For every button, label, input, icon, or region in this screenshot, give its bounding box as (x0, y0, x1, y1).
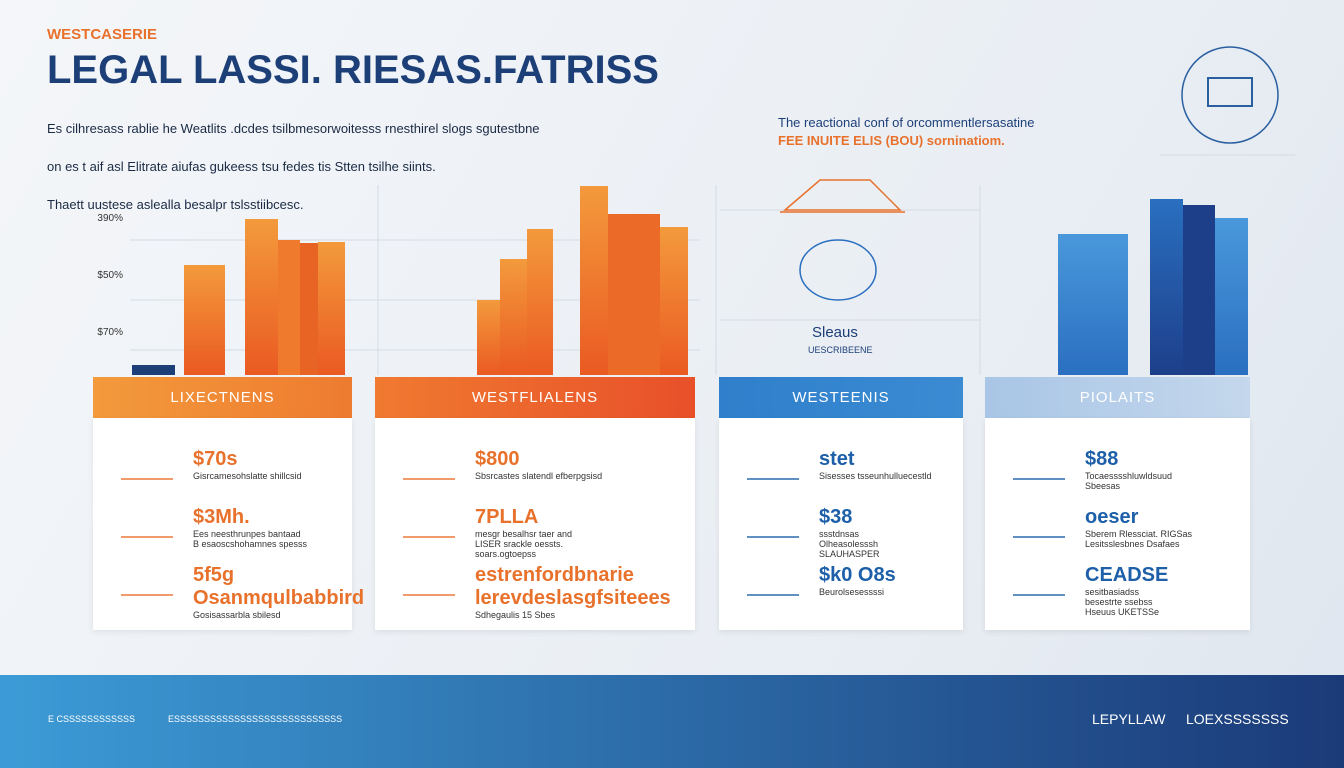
item-value: $3Mh. (193, 506, 250, 528)
axis-label: $70% (97, 326, 123, 338)
icon (1013, 564, 1065, 596)
item-value: $88 (1085, 448, 1119, 470)
item: $k0 O8s Beurolsesessssi (819, 564, 969, 597)
icon (747, 564, 799, 596)
panel: stet Sisesses tsseunhulluecestld $38 ssstdn… (719, 418, 963, 630)
item-caption: mesgr besalhsr taer and LISER srackle oe… (475, 529, 573, 559)
item: $38 ssstdnsas Olheasolesssh SLAUHASPER (819, 506, 969, 559)
kicker: WESTCASERIE (47, 26, 158, 43)
panel: $70s Gisrcamesohslatte shillcsid $3Mh. Ees … (93, 418, 365, 630)
icon (747, 506, 799, 538)
item: $3Mh. Ees neesthrunpes bantaad B esaoscsh… (193, 506, 343, 549)
icon (121, 564, 173, 596)
intro-line: Es cilhresass rablie he Weatlits .dcdes … (47, 121, 540, 136)
icon (1013, 506, 1065, 538)
note: FEE INUITE ELIS (BOU) sorninatiom. (778, 133, 1005, 148)
panel: $800 Sbsrcastes slatendl efberpgsisd 7PLLA… (375, 418, 695, 630)
footer-band (0, 675, 1344, 768)
icon (403, 506, 455, 538)
title: LEGAL LASSI. RIESAS.FATRISS (47, 48, 659, 92)
item-caption: Tocaesssshluwldsuud Sbeesas (1085, 471, 1173, 491)
intro-line: on es t aif asl Elitrate aiufas gukeess … (47, 159, 436, 174)
axis-label: $50% (97, 269, 123, 281)
footer-text: E CSSSSSSSSSSSS (48, 714, 136, 724)
item-caption: Sberem Rlessciat. RIGSas Lesitsslesbnes … (1085, 529, 1193, 549)
item: $70s Gisrcamesohslatte shillcsid (193, 448, 343, 481)
item: oeser Sberem Rlessciat. RIGSas Lesitssles… (1085, 506, 1235, 549)
footer-text: LOEXSSSSSSS (1186, 711, 1289, 727)
item-value: 7PLLA (475, 506, 539, 528)
center-sub: UESCRIBEENE (808, 345, 873, 355)
footer-brand: LEPYLLAW (1092, 711, 1166, 727)
icon (1013, 448, 1065, 480)
item-value: stet (819, 448, 855, 470)
item-caption: Sbsrcastes slatendl efberpgsisd (475, 471, 603, 481)
item-caption: Gisrcamesohslatte shillcsid (193, 471, 302, 481)
item-caption: Sdhegaulis 15 Sbes (475, 610, 556, 620)
illustration (780, 179, 905, 213)
item: CEADSE sesitbasiadss besestrte ssebss Hse… (1085, 564, 1235, 617)
item-caption: ssstdnsas Olheasolesssh SLAUHASPER (819, 529, 880, 559)
item-caption: Beurolsesessssi (819, 587, 885, 597)
item-value: $70s (193, 448, 238, 470)
panel-header: WESTFLIALENS (375, 377, 695, 418)
note: The reactional conf of orcommentlersasat… (778, 115, 1035, 130)
seal-icon (1207, 77, 1253, 107)
item: estrenfordbnarie lerevdeslasgfsiteees Sdh… (475, 564, 671, 620)
item: 5f5g Osanmqulbabbird Gosisassarbla sbiles… (193, 564, 365, 620)
icon (747, 448, 799, 480)
item-value: 5f5g Osanmqulbabbird (193, 564, 365, 609)
item-caption: Sisesses tsseunhulluecestld (819, 471, 932, 481)
panel-header: LIXECTNENS (93, 377, 352, 418)
axis-label: 390% (97, 212, 123, 224)
icon (121, 506, 173, 538)
item-value: $38 (819, 506, 853, 528)
panel: $88 Tocaesssshluwldsuud Sbeesas oeser Sbere… (985, 418, 1250, 630)
icon (403, 448, 455, 480)
seal (1181, 46, 1279, 144)
item-value: $k0 O8s (819, 564, 896, 586)
footer-text: ESSSSSSSSSSSSSSSSSSSSSSSSSSSS (168, 714, 343, 724)
icon (403, 564, 455, 596)
item-value: oeser (1085, 506, 1139, 528)
item: stet Sisesses tsseunhulluecestld (819, 448, 969, 481)
item-caption: Ees neesthrunpes bantaad B esaoscshohamn… (193, 529, 308, 549)
intro: Es cilhresass rablie he Weatlits .dcdes … (47, 100, 540, 233)
item-value: CEADSE (1085, 564, 1169, 586)
item-caption: sesitbasiadss besestrte ssebss Hseuus UK… (1085, 587, 1160, 617)
center-title: Sleaus (812, 324, 858, 341)
panel-header: PIOLAITS (985, 377, 1250, 418)
panel-header: WESTEENIS (719, 377, 963, 418)
bars (132, 186, 1248, 375)
icon (121, 448, 173, 480)
item-value: $800 (475, 448, 520, 470)
item-value: estrenfordbnarie lerevdeslasgfsiteees (475, 564, 671, 609)
item: 7PLLA mesgr besalhsr taer and LISER srack… (475, 506, 625, 559)
illustration (799, 239, 877, 301)
item-caption: Gosisassarbla sbilesd (193, 610, 281, 620)
intro-line: Thaett uustese aslealla besalpr tslsstii… (47, 197, 304, 212)
item: $800 Sbsrcastes slatendl efberpgsisd (475, 448, 625, 481)
item: $88 Tocaesssshluwldsuud Sbeesas (1085, 448, 1235, 491)
